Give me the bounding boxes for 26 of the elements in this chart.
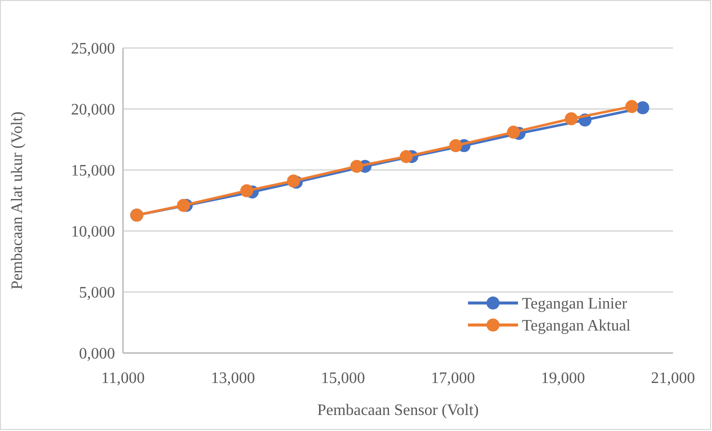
legend-label: Tegangan Aktual (522, 318, 632, 335)
point (400, 150, 413, 164)
point (240, 184, 254, 198)
y-tick-label: 0,000 (79, 346, 115, 363)
point (636, 101, 650, 114)
point (449, 139, 462, 152)
x-axis-title: Pembacaan Sensor (Volt) (317, 402, 479, 419)
x-tick-label: 11,000 (101, 370, 145, 387)
y-tick-label: 25,000 (71, 40, 115, 58)
x-tick-label: 19,000 (541, 370, 585, 387)
y-tick-label: 10,000 (71, 224, 115, 241)
point (177, 198, 190, 212)
point (287, 174, 300, 188)
y-tick-label: 15,000 (71, 162, 115, 180)
x-tick-label: 21,000 (651, 370, 695, 387)
point (564, 112, 578, 126)
x-tick-label: 13,000 (211, 370, 255, 387)
y-tick-label: 20,000 (71, 102, 115, 119)
point (625, 100, 638, 114)
x-tick-label: 15,000 (321, 370, 365, 387)
point (507, 126, 520, 139)
x-tick-label: 17,000 (431, 370, 475, 387)
point (350, 160, 364, 173)
y-axis-title: Pembacaan Alat ukur (Volt) (9, 112, 26, 290)
y-tick-label: 5,000 (79, 284, 115, 302)
legend-label: Tegangan Linier (522, 296, 628, 313)
